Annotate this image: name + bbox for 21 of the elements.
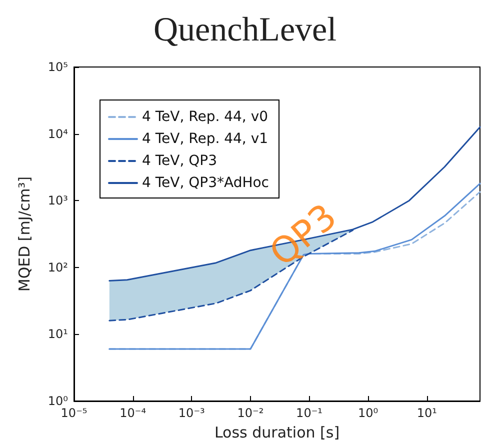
y-axis-title: MQED [mJ/cm³] <box>16 176 34 292</box>
y-tick-label: 10⁵ <box>48 60 68 74</box>
x-tick-label: 10⁻² <box>237 406 264 420</box>
x-axis-title: Loss duration [s] <box>214 424 340 442</box>
x-tick-label: 10¹ <box>416 406 438 420</box>
legend-label: 4 TeV, Rep. 44, v0 <box>142 109 268 125</box>
legend-label: 4 TeV, Rep. 44, v1 <box>142 131 268 147</box>
annotation: QP3 <box>262 196 345 275</box>
y-tick-label: 10⁴ <box>48 126 68 141</box>
y-tick-label: 10³ <box>48 194 68 208</box>
y-tick-label: 10¹ <box>48 327 68 342</box>
y-tick-label: 10² <box>48 260 68 274</box>
legend-label: 4 TeV, QP3 <box>142 153 217 169</box>
x-tick-label: 10⁻³ <box>178 406 206 420</box>
legend-label: 4 TeV, QP3*AdHoc <box>142 175 269 191</box>
x-tick-label: 10⁻⁵ <box>60 406 88 420</box>
x-tick-label: 10⁻⁴ <box>120 406 146 420</box>
y-tick-label: 10⁰ <box>48 394 68 408</box>
chart-title: QuenchLevel <box>153 12 337 48</box>
x-tick-label: 10⁻¹ <box>296 406 323 420</box>
x-tick-label: 10⁰ <box>358 406 378 420</box>
